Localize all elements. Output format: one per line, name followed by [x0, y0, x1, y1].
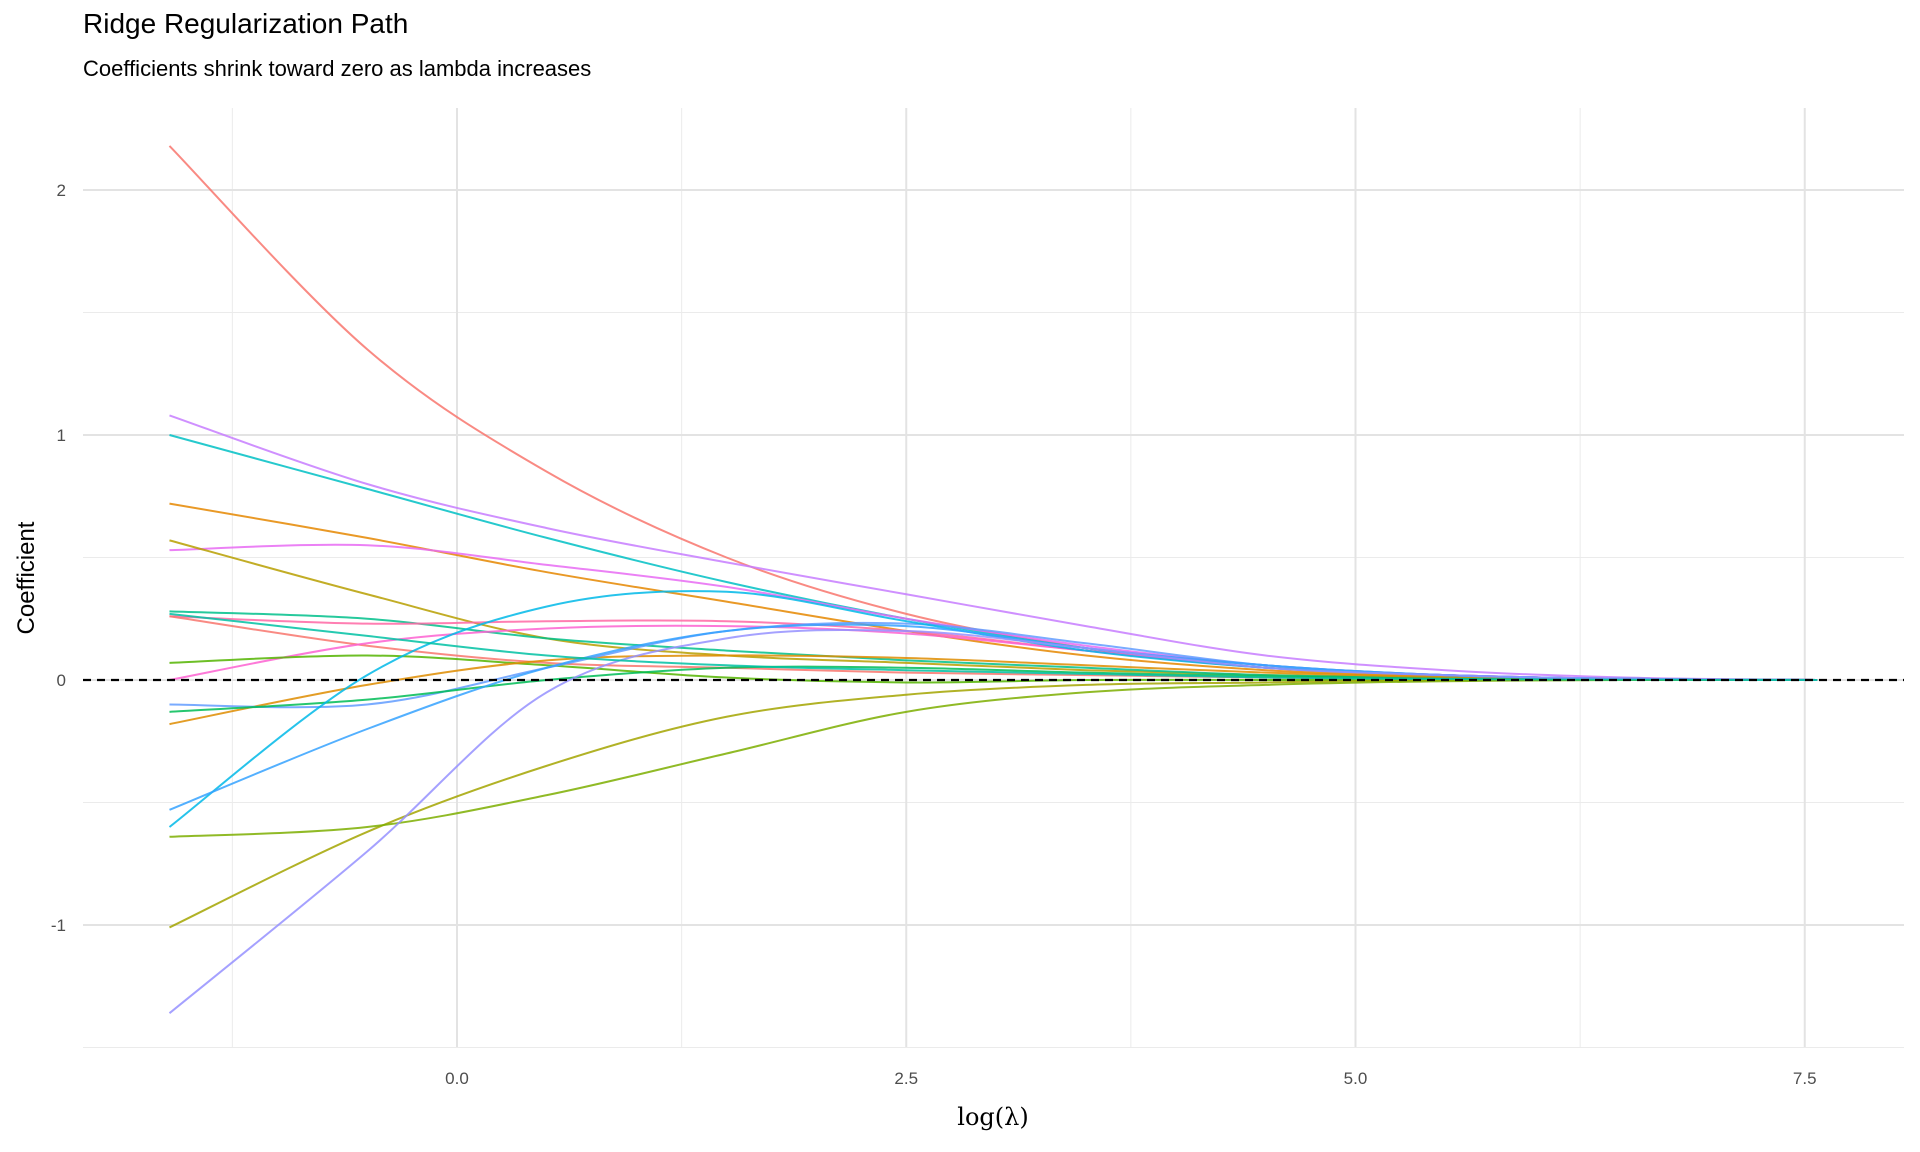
coefficient-path-5	[169, 543, 1818, 681]
coefficient-path-2	[169, 414, 1818, 681]
coefficient-path-18	[169, 678, 1818, 838]
y-tick-label: 0	[57, 671, 66, 690]
x-tick-label: 2.5	[894, 1069, 918, 1088]
y-axis-label: Coefficient	[13, 521, 40, 634]
coefficient-path-15	[168, 590, 1818, 828]
y-tick-label: 2	[57, 181, 66, 200]
x-tick-label: 7.5	[1793, 1069, 1817, 1088]
x-axis-label: log(λ)	[957, 1103, 1028, 1131]
x-tick-label: 0.0	[445, 1069, 469, 1088]
coefficient-path-1	[168, 145, 1818, 681]
coefficient-path-4	[169, 502, 1818, 681]
coefficient-path-17	[169, 678, 1818, 929]
chart-subtitle: Coefficients shrink toward zero as lambd…	[83, 56, 592, 81]
coefficient-path-19	[168, 628, 1818, 1014]
y-tick-label: 1	[57, 426, 66, 445]
x-tick-label: 5.0	[1344, 1069, 1368, 1088]
chart-title: Ridge Regularization Path	[83, 8, 409, 39]
y-tick-label: -1	[51, 916, 66, 935]
